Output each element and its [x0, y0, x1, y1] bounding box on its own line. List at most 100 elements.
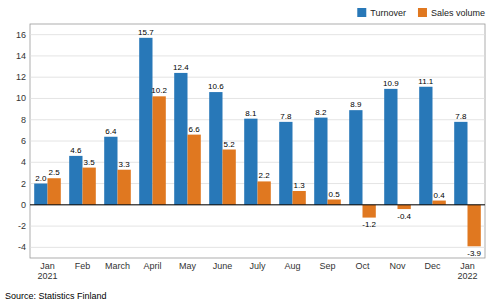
bar — [293, 191, 306, 205]
y-tick-label: 16 — [16, 30, 26, 40]
y-tick-label: 4 — [21, 157, 26, 167]
x-tick-line: Jan — [40, 261, 55, 271]
bar — [384, 89, 397, 205]
x-tick-label: Jan2021 — [37, 261, 57, 281]
data-label: 6.6 — [189, 125, 201, 134]
data-label: 8.9 — [350, 100, 362, 109]
legend: Turnover Sales volume — [357, 8, 485, 18]
data-label: -3.9 — [467, 249, 481, 258]
data-label: 5.2 — [224, 140, 236, 149]
x-tick-label: July — [249, 261, 266, 271]
data-label: 8.1 — [245, 109, 257, 118]
x-tick-line: 2022 — [457, 271, 477, 281]
x-tick-line: April — [143, 261, 161, 271]
x-tick-label: Nov — [389, 261, 406, 271]
data-label: 10.2 — [151, 86, 167, 95]
grid-line — [30, 34, 485, 35]
bar — [244, 119, 257, 205]
data-label: 7.8 — [280, 112, 292, 121]
bar — [104, 137, 117, 205]
data-label: 2.5 — [49, 168, 61, 177]
data-label: 0.5 — [329, 190, 341, 199]
bar — [174, 73, 187, 205]
data-label: -1.2 — [362, 220, 376, 229]
grid-line — [30, 98, 485, 99]
y-tick-label: 6 — [21, 136, 26, 146]
bar — [83, 168, 96, 205]
data-label: 7.8 — [455, 112, 467, 121]
y-tick-label: 14 — [16, 51, 26, 61]
x-tick-line: July — [249, 261, 266, 271]
data-label: 10.6 — [208, 82, 224, 91]
data-label: -0.4 — [397, 212, 411, 221]
bar — [118, 170, 131, 205]
x-tick-label: Dec — [424, 261, 441, 271]
data-label: 8.2 — [315, 108, 327, 117]
bar — [419, 87, 432, 205]
zero-line — [30, 204, 485, 205]
grid-line — [30, 204, 485, 205]
bar — [328, 200, 341, 205]
y-tick-label: 2 — [21, 179, 26, 189]
x-tick-line: Aug — [284, 261, 300, 271]
legend-swatch — [357, 8, 366, 17]
legend-label: Turnover — [370, 8, 406, 18]
bar — [314, 118, 327, 205]
x-tick-line: Dec — [424, 261, 441, 271]
grid-line — [30, 247, 485, 248]
y-tick-label: 12 — [16, 72, 26, 82]
x-tick-line: Sep — [319, 261, 335, 271]
bar — [454, 122, 467, 205]
x-tick-label: May — [179, 261, 197, 271]
y-tick-label: 10 — [16, 93, 26, 103]
data-label: 6.4 — [105, 127, 117, 136]
x-tick-label: Aug — [284, 261, 300, 271]
x-tick-line: June — [213, 261, 233, 271]
bars — [34, 38, 481, 246]
x-tick-label: Sep — [319, 261, 335, 271]
bar — [433, 201, 446, 205]
x-tick-line: Feb — [75, 261, 91, 271]
data-label: 1.3 — [294, 181, 306, 190]
bar — [363, 205, 376, 218]
data-label: 3.3 — [119, 160, 131, 169]
legend-label: Sales volume — [431, 8, 485, 18]
grid — [30, 35, 485, 248]
x-tick-line: Nov — [389, 261, 406, 271]
bar — [349, 110, 362, 205]
y-tick-label: 8 — [21, 115, 26, 125]
bar — [279, 122, 292, 205]
x-tick-line: May — [179, 261, 197, 271]
bar — [223, 150, 236, 205]
x-tick-label: March — [105, 261, 130, 271]
chart: -4-202468101214162.04.66.415.712.410.68.… — [0, 0, 493, 304]
bar — [188, 135, 201, 205]
data-label: 4.6 — [70, 146, 82, 155]
bar — [258, 181, 271, 204]
x-tick-line: Jan — [460, 261, 475, 271]
grid-line — [30, 77, 485, 78]
x-tick-line: Oct — [355, 261, 370, 271]
data-label: 10.9 — [383, 79, 399, 88]
bar — [48, 178, 61, 205]
x-tick-label: April — [143, 261, 161, 271]
data-label: 15.7 — [138, 28, 154, 37]
data-label: 0.4 — [434, 191, 446, 200]
bar — [139, 38, 152, 205]
data-label: 12.4 — [173, 63, 189, 72]
bar — [209, 92, 222, 205]
legend-swatch — [418, 8, 427, 17]
x-tick-label: Jan2022 — [457, 261, 477, 281]
bar — [69, 156, 82, 205]
bar — [468, 205, 481, 246]
bar — [398, 205, 411, 209]
x-tick-line: March — [105, 261, 130, 271]
x-tick-label: Oct — [355, 261, 370, 271]
data-label: 2.0 — [35, 174, 47, 183]
data-label: 11.1 — [418, 77, 434, 86]
data-labels: 2.0 4.6 6.4 15.7 12.4 10.6 8.1 7.8 8.2 8.9 10.9 11.… — [35, 28, 481, 258]
y-tick-label: -4 — [18, 242, 26, 252]
data-label: 3.5 — [84, 158, 96, 167]
grid-line — [30, 55, 485, 56]
bar — [153, 96, 166, 204]
